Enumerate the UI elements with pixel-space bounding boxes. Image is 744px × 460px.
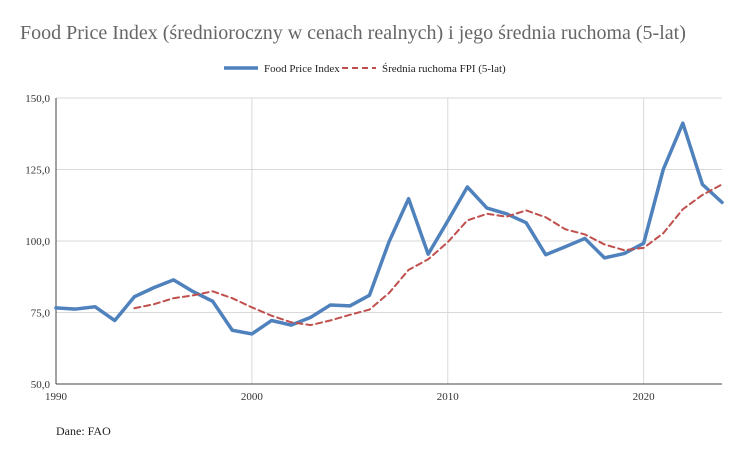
y-tick-labels: 50,0 75,0 100,0 125,0 150,0 (25, 93, 50, 391)
x-tick-label: 1990 (45, 391, 68, 403)
axes (55, 98, 722, 385)
series-line-moving-average (133, 183, 723, 327)
x-tick-label: 2020 (633, 391, 656, 403)
y-tick-label: 150,0 (25, 93, 50, 105)
y-tick-label: 75,0 (31, 308, 51, 320)
x-tick-labels: 1990 2000 2010 2020 (45, 391, 655, 403)
legend: Food Price Index Średnia ruchoma FPI (5-l… (224, 63, 506, 75)
y-tick-label: 125,0 (25, 165, 50, 177)
chart-title: Food Price Index (średnioroczny w cenach… (20, 22, 686, 44)
series-lines (54, 121, 724, 336)
series-line-fpi (54, 121, 724, 336)
x-tick-label: 2010 (437, 391, 460, 403)
x-tick-label: 2000 (241, 391, 264, 403)
legend-item-moving-average-label: Średnia ruchoma FPI (5-lat) (382, 63, 506, 75)
legend-item-fpi-label: Food Price Index (264, 63, 340, 75)
source-note: Dane: FAO (56, 424, 111, 438)
y-tick-label: 100,0 (25, 236, 50, 248)
y-tick-label: 50,0 (31, 379, 51, 391)
